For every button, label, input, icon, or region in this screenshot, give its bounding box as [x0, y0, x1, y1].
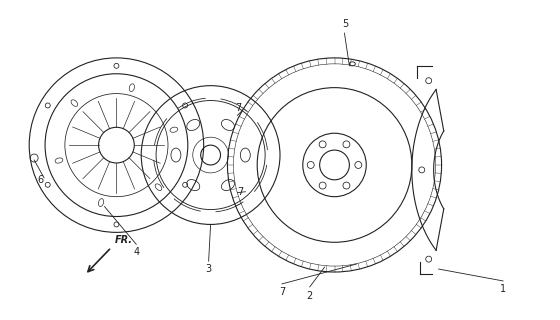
Text: FR.: FR.	[114, 235, 133, 245]
Text: 3: 3	[206, 264, 212, 274]
Text: 7: 7	[237, 187, 244, 197]
Text: 1: 1	[500, 284, 506, 294]
Text: 4: 4	[133, 247, 139, 257]
Text: 6: 6	[37, 175, 43, 185]
Text: 7: 7	[279, 287, 285, 297]
Text: 5: 5	[342, 19, 348, 29]
Text: 7: 7	[235, 103, 241, 114]
Text: 2: 2	[307, 291, 313, 301]
